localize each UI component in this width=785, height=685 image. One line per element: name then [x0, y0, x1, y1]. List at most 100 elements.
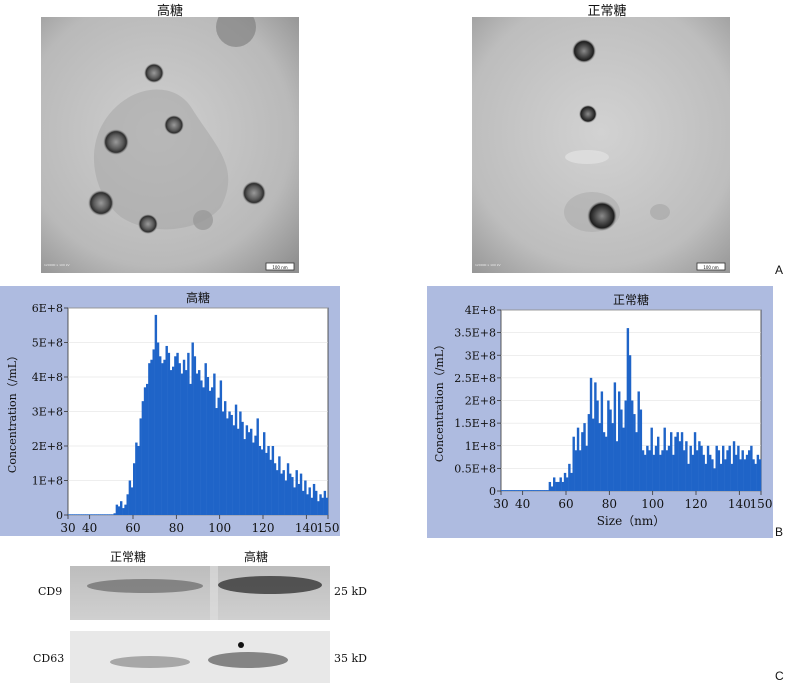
histogram-bar	[743, 459, 747, 491]
scale-bar	[265, 262, 295, 271]
x-tick-label: 120	[685, 497, 708, 511]
histogram-bar	[265, 452, 268, 515]
histogram-bar	[312, 483, 316, 515]
histogram-bar	[156, 342, 160, 515]
histogram-bar	[542, 490, 545, 491]
histogram-bar	[178, 363, 181, 515]
y-tick-label: 3E+8	[465, 349, 496, 362]
histogram-bar	[130, 487, 134, 515]
vesicle	[164, 115, 184, 135]
histogram-bar	[717, 450, 721, 491]
histogram-bar	[726, 450, 729, 491]
histogram-bar	[202, 387, 205, 515]
wb-band-cd9-high	[218, 576, 322, 594]
histogram-bar	[141, 401, 145, 515]
histogram-bar	[269, 459, 272, 515]
histogram-bar	[107, 514, 110, 515]
histogram-bar	[704, 463, 708, 491]
histogram-bar	[137, 446, 140, 515]
histogram-bar	[295, 470, 298, 515]
histogram-bar	[689, 445, 692, 491]
histogram-bar	[719, 463, 723, 491]
histogram-bar	[615, 441, 619, 491]
wb-lane-label-high: 高糖	[244, 550, 269, 564]
histogram-bar	[100, 514, 103, 515]
tem-image-high-glucose: 100 nm 120000 x 100 kV	[41, 17, 299, 273]
histogram-bar	[167, 352, 171, 515]
histogram-bar	[633, 414, 636, 491]
histogram-bar	[252, 442, 255, 515]
histogram-bar	[124, 504, 127, 515]
histogram-bar	[518, 490, 521, 491]
histogram-bar	[308, 487, 311, 515]
histogram-bar	[635, 432, 638, 491]
histogram-bar	[711, 459, 714, 491]
nta-chart-high-glucose: 0 1E+8 2E+8 3E+8 4E+8 5E+8 6E+8 30 40 60 80 100 120 1…	[0, 286, 340, 536]
histogram-bar	[282, 470, 285, 515]
vesicle	[587, 201, 617, 231]
histogram-bar	[553, 477, 556, 491]
histogram-bar	[706, 445, 710, 491]
y-tick-label: 4E+8	[465, 304, 496, 317]
histogram-bar	[722, 445, 725, 491]
panel-label-b: B	[775, 525, 784, 539]
histogram-bar	[735, 454, 738, 491]
histogram-bar	[169, 370, 173, 515]
histogram-bar	[537, 490, 541, 491]
histogram-bar	[302, 490, 305, 515]
histogram-bar	[234, 404, 238, 515]
histogram-bar	[540, 490, 543, 491]
histogram-bar	[267, 446, 270, 515]
histogram-bar	[605, 436, 608, 491]
histogram-bar	[568, 463, 571, 491]
histogram-bar	[180, 373, 184, 515]
tem-right-title: 正常糖	[587, 4, 627, 19]
y-tick-label: 0	[489, 485, 496, 498]
wb-strip-cd9-svg	[70, 566, 330, 620]
histogram-bar	[674, 436, 677, 491]
histogram-bar	[691, 454, 695, 491]
nta-chart-normal-glucose: 0 0.5E+8 1E+8 1.5E+8 2E+8 2.5E+8 3E+8 3.5E+8 4E+…	[427, 286, 773, 538]
histogram-bar	[306, 494, 309, 515]
x-tick-label: 60	[558, 497, 573, 511]
histogram-bar	[263, 432, 266, 515]
histogram-bar	[520, 490, 523, 491]
histogram-bar	[672, 454, 675, 491]
y-tick-label: 3E+8	[32, 406, 63, 419]
histogram-bar	[683, 450, 686, 491]
histogram-bar	[317, 501, 320, 515]
panel-label-a: A	[775, 263, 784, 277]
histogram-bar	[237, 428, 240, 515]
histogram-bar	[503, 490, 506, 491]
histogram-bar	[511, 490, 515, 491]
histogram-bar	[310, 497, 314, 515]
histogram-bar	[247, 432, 251, 515]
histogram-bar	[602, 432, 606, 491]
histogram-bar	[678, 441, 682, 491]
histogram-bar	[198, 370, 201, 515]
histogram-bar	[750, 445, 753, 491]
y-tick-label: 1E+8	[465, 440, 496, 453]
x-tick-label: 150	[750, 497, 773, 511]
histogram-bar	[217, 397, 220, 515]
histogram-bar	[191, 342, 194, 515]
histogram-bar	[159, 356, 162, 515]
vesicle	[144, 63, 164, 83]
wb-band-cd9-normal	[87, 579, 203, 593]
histogram-bar	[102, 514, 106, 515]
wb-strip-cd9	[70, 566, 330, 620]
histogram-bar	[271, 446, 275, 515]
x-tick-label: 60	[125, 521, 140, 535]
histogram-bar	[544, 490, 547, 491]
histogram-bar	[286, 463, 290, 515]
y-axis-label: Concentration（/mL）	[433, 339, 446, 462]
histogram-bar	[187, 352, 190, 515]
histogram-bar	[579, 450, 582, 491]
histogram-bar	[224, 401, 227, 515]
histogram-bar	[622, 427, 625, 491]
histogram-bar	[96, 514, 99, 515]
histogram-bar	[505, 490, 508, 491]
histogram-bar	[72, 514, 75, 515]
histogram-bar	[550, 486, 554, 491]
histogram-bar	[522, 490, 526, 491]
